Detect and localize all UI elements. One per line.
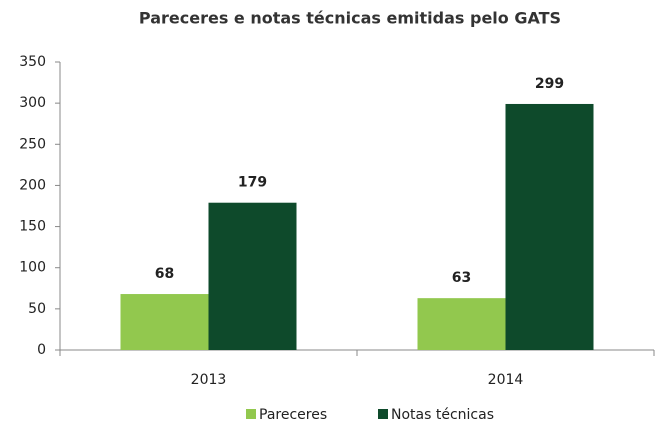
x-tick-label: 2013 bbox=[191, 372, 227, 388]
x-tick-label: 2014 bbox=[488, 372, 524, 388]
bar bbox=[208, 202, 297, 350]
y-tick-label: 350 bbox=[19, 54, 46, 70]
y-tick-label: 300 bbox=[19, 95, 46, 111]
data-label: 179 bbox=[238, 175, 267, 191]
bar bbox=[120, 294, 209, 350]
data-label: 68 bbox=[155, 266, 174, 282]
bar bbox=[505, 103, 594, 350]
y-tick-label: 100 bbox=[19, 260, 46, 276]
y-tick-label: 50 bbox=[28, 301, 46, 317]
y-tick-label: 150 bbox=[19, 219, 46, 235]
data-label: 299 bbox=[535, 76, 564, 92]
y-tick-label: 0 bbox=[37, 342, 46, 358]
y-tick-label: 250 bbox=[19, 136, 46, 152]
legend-swatch bbox=[246, 409, 256, 419]
chart-title: Pareceres e notas técnicas emitidas pelo… bbox=[139, 9, 561, 28]
data-label: 63 bbox=[452, 270, 471, 286]
legend-label: Notas técnicas bbox=[391, 407, 494, 423]
legend-label: Pareceres bbox=[259, 407, 327, 423]
bar bbox=[417, 298, 506, 350]
y-tick-label: 200 bbox=[19, 177, 46, 193]
legend-swatch bbox=[378, 409, 388, 419]
